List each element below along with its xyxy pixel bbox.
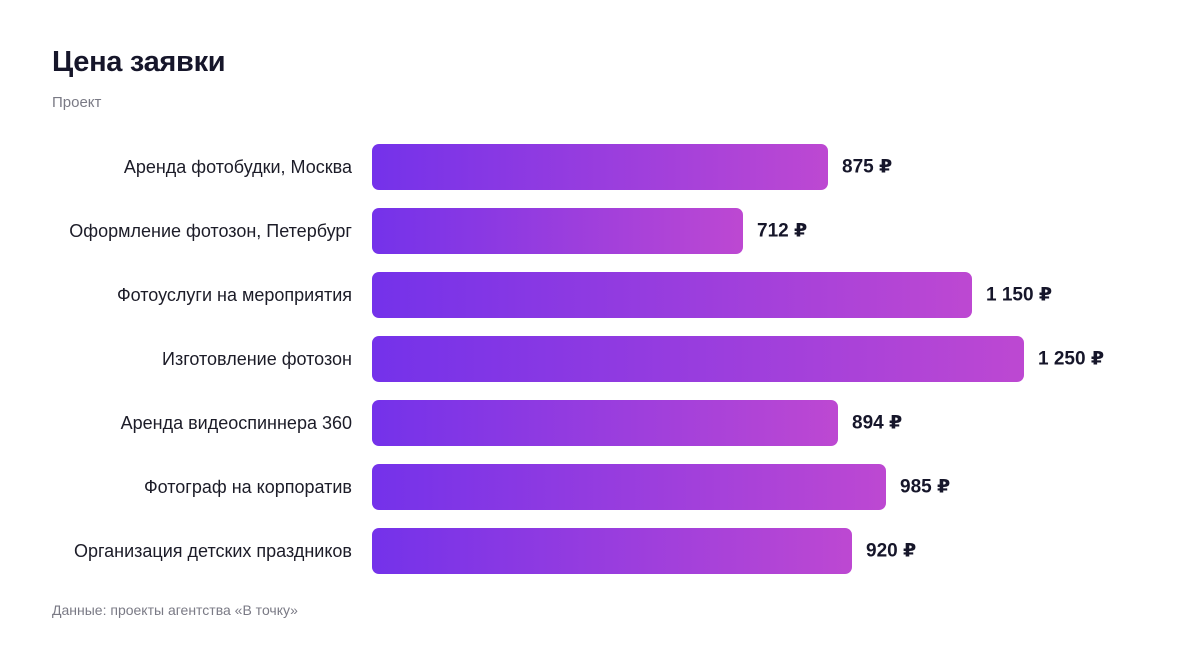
bar — [372, 400, 838, 446]
bar — [372, 272, 972, 318]
bar-row: Фотограф на корпоратив 985 ₽ — [144, 464, 950, 510]
bar — [372, 528, 852, 574]
bar-row: Фотоуслуги на мероприятия 1 150 ₽ — [117, 272, 1052, 318]
value-label: 920 ₽ — [866, 541, 916, 562]
category-label: Оформление фотозон, Петербург — [69, 221, 352, 241]
bar-row: Аренда фотобудки, Москва 875 ₽ — [124, 144, 892, 190]
category-label: Фотограф на корпоратив — [144, 477, 352, 497]
bars-group: Аренда фотобудки, Москва 875 ₽ Оформление … — [69, 144, 1104, 574]
bar — [372, 208, 743, 254]
bar-row: Изготовление фотозон 1 250 ₽ — [162, 336, 1104, 382]
bar-row: Аренда видеоспиннера 360 894 ₽ — [121, 400, 902, 446]
category-label: Фотоуслуги на мероприятия — [117, 285, 352, 305]
value-label: 1 150 ₽ — [986, 285, 1052, 306]
value-label: 894 ₽ — [852, 413, 902, 434]
value-label: 985 ₽ — [900, 477, 950, 498]
category-label: Изготовление фотозон — [162, 349, 352, 369]
chart-source-note: Данные: проекты агентства «В точку» — [52, 602, 298, 618]
value-label: 1 250 ₽ — [1038, 349, 1104, 370]
chart-subtitle: Проект — [52, 94, 102, 111]
value-label: 712 ₽ — [757, 221, 807, 242]
bar — [372, 464, 886, 510]
category-label: Аренда фотобудки, Москва — [124, 157, 353, 177]
value-label: 875 ₽ — [842, 157, 892, 178]
bar-row: Организация детских праздников 920 ₽ — [74, 528, 916, 574]
bar-row: Оформление фотозон, Петербург 712 ₽ — [69, 208, 807, 254]
bar — [372, 336, 1024, 382]
category-label: Организация детских праздников — [74, 541, 352, 561]
chart-title: Цена заявки — [52, 46, 226, 78]
bar — [372, 144, 828, 190]
category-label: Аренда видеоспиннера 360 — [121, 413, 352, 433]
